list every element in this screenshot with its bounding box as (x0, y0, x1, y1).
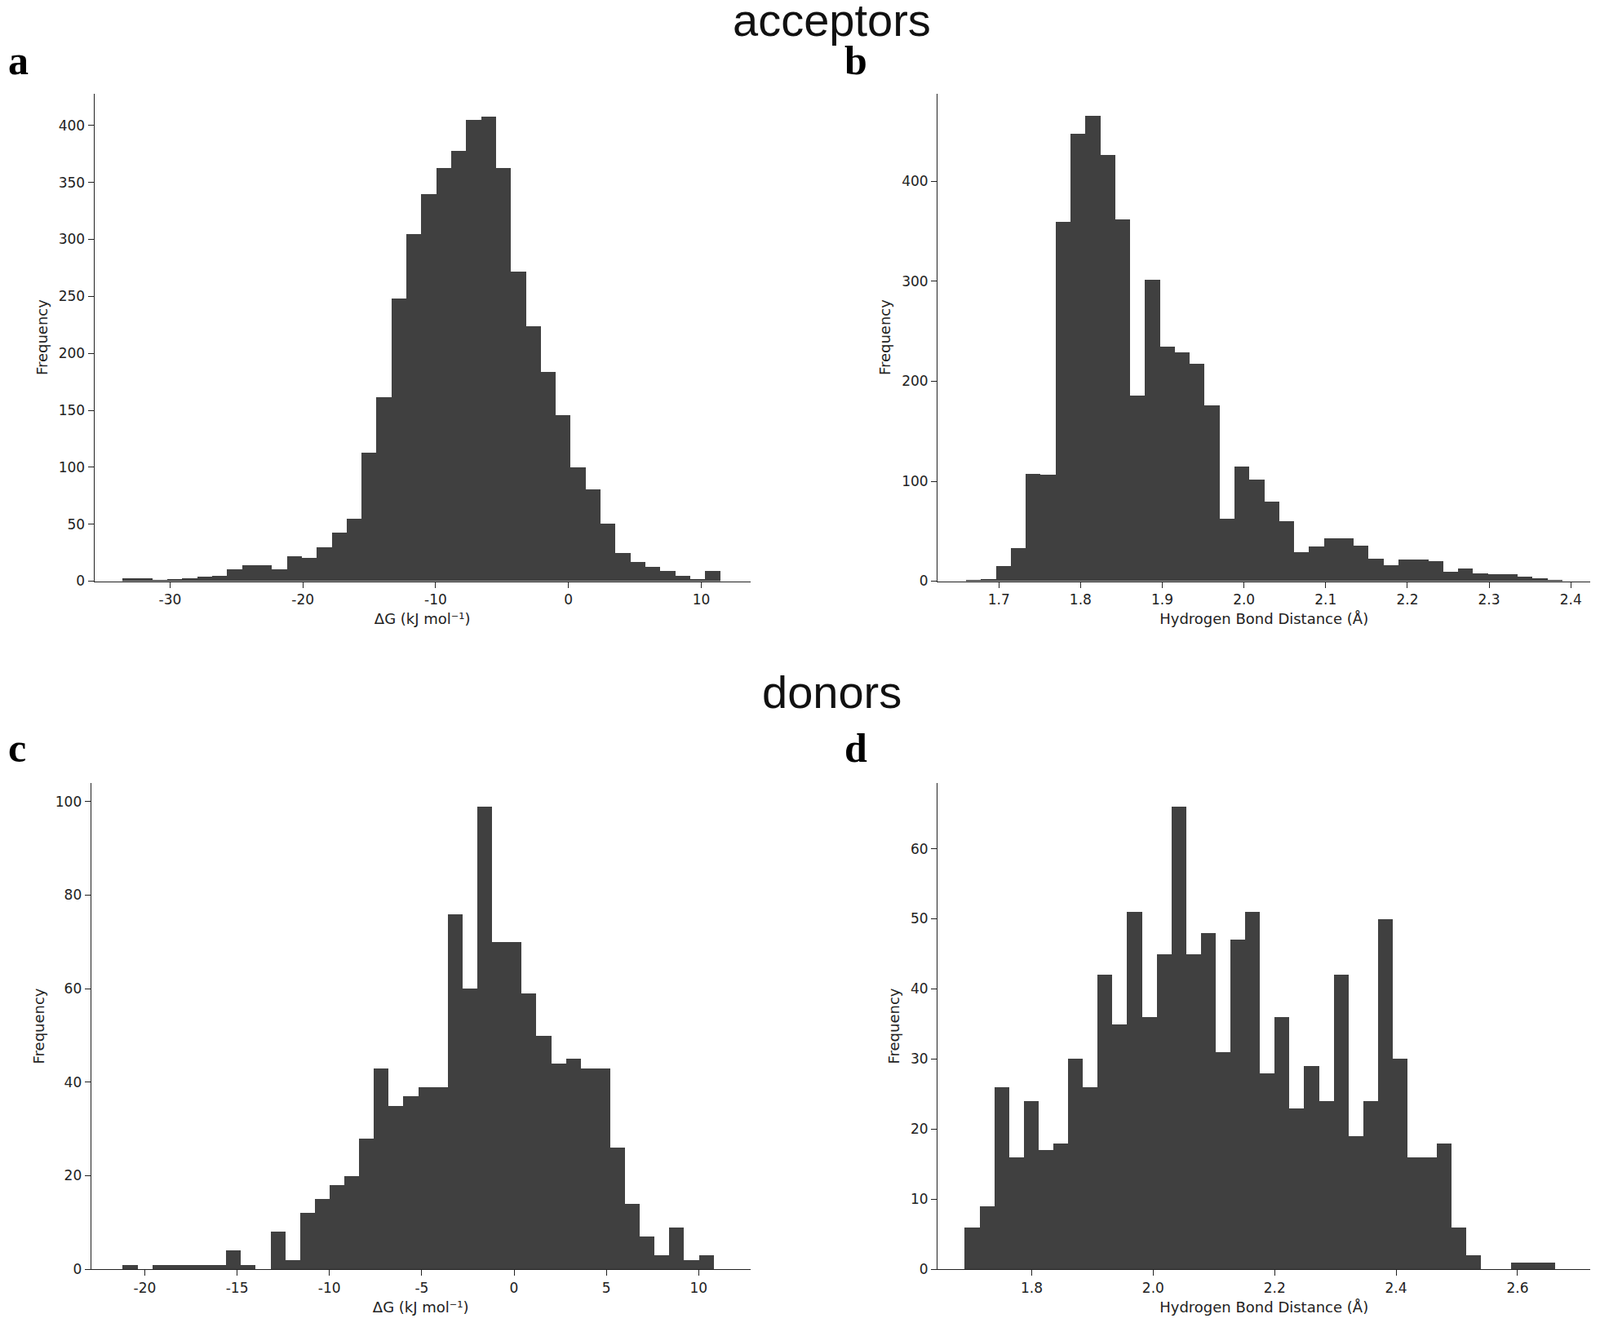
svg-text:2.0: 2.0 (1232, 591, 1255, 608)
svg-text:40: 40 (64, 1074, 83, 1091)
svg-text:60: 60 (910, 841, 929, 858)
svg-text:-5: -5 (414, 1280, 429, 1297)
svg-text:80: 80 (64, 886, 83, 904)
svg-text:-10: -10 (424, 591, 448, 608)
svg-text:Frequency: Frequency (33, 299, 51, 376)
svg-text:1.9: 1.9 (1151, 591, 1174, 608)
svg-text:10: 10 (910, 1191, 929, 1208)
svg-text:50: 50 (910, 910, 929, 927)
svg-text:200: 200 (901, 372, 928, 390)
svg-text:Frequency: Frequency (885, 988, 903, 1064)
svg-text:400: 400 (58, 117, 85, 134)
svg-text:Frequency: Frequency (30, 988, 48, 1064)
svg-text:300: 300 (58, 230, 85, 248)
svg-text:400: 400 (901, 172, 928, 190)
svg-text:0: 0 (72, 1261, 82, 1278)
svg-text:d: d (844, 725, 868, 772)
svg-text:0: 0 (563, 591, 573, 608)
svg-text:Hydrogen Bond Distance (Å): Hydrogen Bond Distance (Å) (1159, 1298, 1369, 1317)
svg-text:40: 40 (910, 980, 929, 998)
svg-text:100: 100 (58, 459, 85, 476)
svg-text:acceptors: acceptors (732, 0, 931, 46)
svg-text:10: 10 (690, 1280, 709, 1297)
svg-text:0: 0 (75, 572, 85, 590)
svg-text:Frequency: Frequency (876, 299, 894, 376)
svg-text:5: 5 (602, 1280, 612, 1297)
svg-text:2.2: 2.2 (1263, 1280, 1286, 1297)
svg-text:-20: -20 (291, 591, 315, 608)
svg-text:0: 0 (919, 1261, 929, 1278)
svg-text:60: 60 (64, 980, 83, 998)
svg-text:-10: -10 (318, 1280, 342, 1297)
svg-text:200: 200 (58, 345, 85, 362)
svg-text:-20: -20 (133, 1280, 157, 1297)
svg-text:2.6: 2.6 (1506, 1280, 1529, 1297)
svg-text:250: 250 (58, 288, 85, 305)
svg-text:a: a (8, 37, 29, 84)
svg-text:Hydrogen Bond Distance (Å): Hydrogen Bond Distance (Å) (1159, 610, 1369, 628)
svg-text:2.3: 2.3 (1478, 591, 1501, 608)
svg-text:ΔG (kJ mol⁻¹): ΔG (kJ mol⁻¹) (372, 1298, 470, 1317)
svg-text:0: 0 (509, 1280, 519, 1297)
svg-text:150: 150 (58, 402, 85, 419)
svg-text:100: 100 (55, 793, 82, 811)
svg-text:c: c (8, 725, 27, 772)
svg-text:2.4: 2.4 (1385, 1280, 1408, 1297)
svg-text:2.1: 2.1 (1314, 591, 1337, 608)
svg-text:20: 20 (64, 1167, 83, 1184)
svg-text:50: 50 (67, 516, 86, 533)
svg-text:100: 100 (901, 473, 928, 490)
svg-text:2.2: 2.2 (1396, 591, 1419, 608)
svg-text:30: 30 (910, 1050, 929, 1068)
svg-text:b: b (844, 37, 868, 84)
svg-text:donors: donors (762, 666, 902, 719)
svg-text:20: 20 (910, 1121, 929, 1138)
svg-text:1.7: 1.7 (988, 591, 1011, 608)
svg-text:-30: -30 (159, 591, 182, 608)
svg-text:2.4: 2.4 (1560, 591, 1583, 608)
svg-text:ΔG (kJ mol⁻¹): ΔG (kJ mol⁻¹) (374, 610, 471, 628)
svg-text:1.8: 1.8 (1069, 591, 1092, 608)
svg-text:1.8: 1.8 (1020, 1280, 1043, 1297)
svg-text:0: 0 (919, 572, 929, 590)
svg-text:-15: -15 (226, 1280, 249, 1297)
svg-text:10: 10 (692, 591, 711, 608)
svg-text:300: 300 (901, 273, 928, 290)
svg-text:2.0: 2.0 (1142, 1280, 1165, 1297)
svg-text:350: 350 (58, 174, 85, 191)
